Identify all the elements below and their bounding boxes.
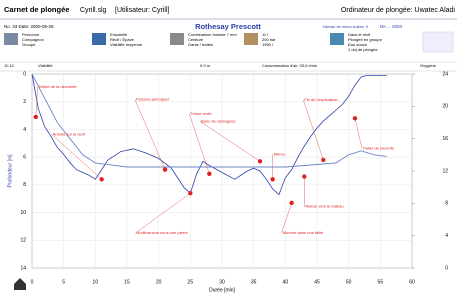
info-icon — [330, 33, 344, 45]
y-axis-label: Profondeur [m] — [7, 154, 13, 188]
y-tick-label: 2 — [23, 99, 26, 105]
annotation-label: Tortue verte — [190, 111, 212, 116]
chart-thumbnail — [423, 32, 453, 52]
info-text: Groupe — [22, 42, 36, 47]
stat-text: 11:12 — [4, 63, 14, 68]
x-tick-label: 20 — [156, 279, 162, 285]
app-title: Carnet de plongée — [4, 5, 69, 14]
y2-tick-label: 24 — [442, 71, 448, 77]
y2-tick-label: 0 — [445, 265, 448, 271]
info-icon — [244, 33, 258, 45]
screen: Carnet de plongée Cyrill.slg [Utilisateu… — [0, 0, 457, 302]
x-tick-label: 30 — [219, 279, 225, 285]
info-text: 1950 l — [262, 42, 273, 47]
info-icon — [170, 33, 184, 45]
annotation-label: Fin de l'exploration — [304, 97, 337, 102]
annotation-marker[interactable] — [270, 177, 274, 181]
x-tick-label: 25 — [188, 279, 194, 285]
annotation-label: Murène dans une faille — [283, 230, 324, 235]
info-icon — [92, 33, 106, 45]
annotation-label: Poisson-perroquet — [136, 97, 170, 102]
annotation-marker[interactable] — [188, 191, 192, 195]
info-text: Visibilité moyenne — [110, 42, 143, 47]
annotation-marker[interactable] — [99, 177, 103, 181]
stat-text: 0.0 m — [200, 63, 211, 68]
x-tick-label: 45 — [314, 279, 320, 285]
dive-number: No. 33 Date: 2000-05-25 — [4, 24, 54, 29]
y-tick-label: 8 — [23, 182, 26, 188]
info-text: Gants / bottes — [188, 42, 213, 47]
annotation-label: Palier de sécurité — [363, 145, 395, 150]
annotation-label: Mérou — [274, 151, 285, 156]
de-label: De ... 2003 — [380, 24, 403, 29]
y-tick-label: 0 — [23, 71, 26, 77]
x-tick-label: 0 — [31, 279, 34, 285]
annotation-marker[interactable] — [321, 158, 325, 162]
computer-name: Ordinateur de plongée: Uwatec Aladi — [341, 7, 455, 14]
annotation-label: Début de la descente — [39, 84, 78, 89]
annotation-marker[interactable] — [34, 115, 38, 119]
microbubbles: Niveau de micro-bulles: 0 — [323, 24, 369, 29]
y2-tick-label: 16 — [442, 136, 448, 142]
y-tick-label: 14 — [20, 265, 26, 271]
x-tick-label: 40 — [283, 279, 289, 285]
annotation-marker[interactable] — [163, 167, 167, 171]
y-tick-label: 6 — [23, 154, 26, 160]
x-tick-label: 50 — [346, 279, 352, 285]
annotation-label: Arrivée sur le récif — [53, 131, 86, 136]
y2-tick-label: 8 — [445, 201, 448, 207]
x-tick-label: 10 — [93, 279, 99, 285]
stat-text: Visibilité — [38, 63, 53, 68]
info-text: 1 obj de plongée — [348, 47, 378, 52]
y-tick-label: 12 — [20, 238, 26, 244]
annotation-marker[interactable] — [207, 172, 211, 176]
y2-tick-label: 4 — [445, 233, 448, 239]
stat-text: Consommation d'air: 33.6 l/min — [262, 63, 317, 68]
page: Carnet de plongée Cyrill.slg [Utilisateu… — [0, 0, 457, 302]
annotation-label: Nudibranche sous une pierre — [136, 230, 188, 235]
user-name: [Utilisateur: Cyrill] — [115, 7, 170, 14]
y2-tick-label: 20 — [442, 104, 448, 110]
annotation-label: Retour vers le bateau — [305, 204, 343, 209]
annotation-marker[interactable] — [258, 159, 262, 163]
y2-tick-label: 12 — [442, 168, 448, 174]
chart: 0510152025303540455055600246810121404812… — [7, 71, 448, 293]
stat-text: Oxygène — [420, 63, 437, 68]
info-icon — [4, 33, 18, 45]
dive-site: Rothesay Prescott — [195, 22, 261, 31]
y-tick-label: 10 — [20, 210, 26, 216]
file-name: Cyrill.slg — [80, 7, 107, 14]
annotation-marker[interactable] — [353, 116, 357, 120]
x-tick-label: 60 — [409, 279, 415, 285]
x-axis-label: Durée [min] — [209, 287, 235, 293]
x-tick-label: 15 — [124, 279, 130, 285]
y-tick-label: 4 — [23, 127, 26, 133]
x-tick-label: 35 — [251, 279, 257, 285]
annotation-marker[interactable] — [289, 201, 293, 205]
annotation-marker[interactable] — [302, 174, 306, 178]
x-tick-label: 5 — [62, 279, 65, 285]
annotation-label: Banc de carangues — [201, 118, 235, 123]
x-tick-label: 55 — [378, 279, 384, 285]
